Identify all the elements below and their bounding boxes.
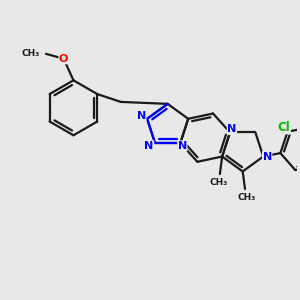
Text: CH₃: CH₃ — [237, 193, 255, 202]
Text: N: N — [227, 124, 237, 134]
Text: N: N — [262, 152, 272, 161]
Text: CH₃: CH₃ — [210, 178, 228, 187]
Text: N: N — [178, 141, 187, 151]
Text: Cl: Cl — [278, 121, 290, 134]
Text: CH₃: CH₃ — [22, 49, 40, 58]
Text: O: O — [59, 54, 68, 64]
Text: N: N — [136, 111, 146, 121]
Text: N: N — [145, 141, 154, 151]
